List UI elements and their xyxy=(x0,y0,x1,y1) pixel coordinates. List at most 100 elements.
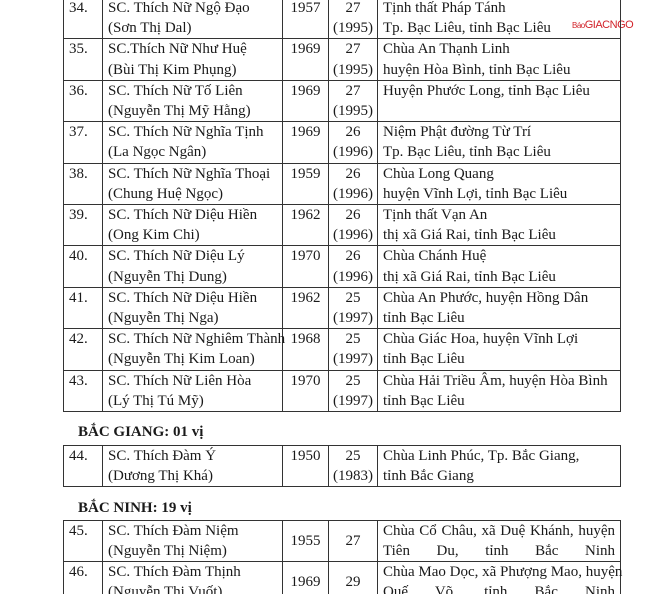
ordination-cell: 26 (1996) xyxy=(328,121,378,164)
ordination-year: (1996) xyxy=(333,185,373,202)
years-count: 25 xyxy=(345,331,361,348)
ordination-cell: 26 (1996) xyxy=(328,204,378,247)
ordination-year: (1996) xyxy=(333,268,373,285)
lay-name: (Nguyễn Thị Nga) xyxy=(108,310,219,327)
years-count: 27 xyxy=(345,533,361,549)
temple-line-2: tỉnh Bạc Liêu xyxy=(383,351,465,368)
row-number-cell: 36. xyxy=(63,79,103,123)
name-cell: SC. Thích Nữ Diệu Hiền (Nguyễn Thị Nga) xyxy=(102,286,283,330)
ordination-year: (1996) xyxy=(333,144,373,161)
years-count: 26 xyxy=(345,248,361,265)
row-number: 38. xyxy=(69,165,88,182)
birth-year-cell: 1959 xyxy=(282,162,329,206)
temple-address-cell: Chùa An Phước, huyện Hồng Dân tỉnh Bạc Li… xyxy=(377,286,621,330)
lay-name: (Chung Huệ Ngọc) xyxy=(108,185,223,202)
birth-year: 1950 xyxy=(290,448,321,464)
lay-name: (Sơn Thị Dal) xyxy=(108,20,192,37)
birth-year: 1955 xyxy=(290,533,321,549)
years-count: 25 xyxy=(345,448,361,464)
lay-name: (Ong Kim Chi) xyxy=(108,227,200,244)
years-count: 27 xyxy=(345,0,361,16)
temple-line-1: Chùa Mao Dọc, xã Phượng Mao, huyện xyxy=(383,564,623,580)
dharma-name: SC. Thích Đàm Niệm xyxy=(108,523,239,539)
dharma-name: SC. Thích Đàm Thịnh xyxy=(108,564,241,580)
ordination-year: (1996) xyxy=(333,227,373,244)
lay-name: (Nguyễn Thị Mỹ Hằng) xyxy=(108,103,251,120)
name-cell: SC.Thích Nữ Như Huệ (Bùi Thị Kim Phụng) xyxy=(102,38,283,81)
dharma-name: SC.Thích Nữ Như Huệ xyxy=(108,41,247,58)
birth-year: 1968 xyxy=(290,331,321,348)
row-number-cell: 42. xyxy=(63,328,103,371)
temple-line-1: Chùa Hải Triều Âm, huyện Hòa Bình xyxy=(383,372,608,389)
temple-line-1: Tịnh thất Vạn An xyxy=(383,207,488,224)
birth-year-cell: 1950 xyxy=(282,444,329,488)
table-row: 44. SC. Thích Đàm Ý (Dương Thị Khá) 1950 25 (… xyxy=(63,444,621,488)
birth-year-cell: 1970 xyxy=(282,369,329,413)
row-number-cell: 44. xyxy=(63,444,103,488)
birth-year: 1969 xyxy=(290,41,321,58)
lay-name: (Lý Thị Tú Mỹ) xyxy=(108,392,204,409)
dharma-name: SC. Thích Nữ Diệu Hiền xyxy=(108,289,258,306)
row-number: 39. xyxy=(69,207,88,224)
temple-address-cell: Chùa Long Quang huyện Vĩnh Lợi, tỉnh Bạc … xyxy=(377,162,621,206)
ordination-year: (1997) xyxy=(333,392,373,409)
ordination-year: (1995) xyxy=(333,61,373,78)
dharma-name: SC. Thích Nữ Ngộ Đạo xyxy=(108,0,250,16)
dharma-name: SC. Thích Nữ Nghĩa Thoại xyxy=(108,165,271,182)
bac-lieu-table: 34. SC. Thích Nữ Ngộ Đạo (Sơn Thị Dal) 1957… xyxy=(63,0,621,413)
ordination-year: (1995) xyxy=(333,103,373,120)
row-number-cell: 38. xyxy=(63,162,103,206)
name-cell: SC. Thích Đàm Niệm (Nguyễn Thị Niệm) xyxy=(102,520,283,562)
years-count: 27 xyxy=(345,82,361,99)
birth-year: 1959 xyxy=(290,165,321,182)
name-cell: SC. Thích Nữ Nghĩa Thoại (Chung Huệ Ngọc) xyxy=(102,162,283,206)
temple-line-1: Chùa An Thạnh Linh xyxy=(383,41,510,58)
birth-year-cell: 1957 xyxy=(282,0,329,40)
name-cell: SC. Thích Đàm Ý (Dương Thị Khá) xyxy=(102,444,283,488)
row-number: 34. xyxy=(69,0,88,16)
temple-address-cell: Chùa Mao Dọc, xã Phượng Mao, huyện Quế Võ… xyxy=(377,561,623,594)
ordination-cell: 26 (1996) xyxy=(328,245,378,288)
row-number: 45. xyxy=(69,523,88,539)
ordination-cell: 25 (1997) xyxy=(328,369,378,413)
lay-name: (Dương Thị Khá) xyxy=(108,468,213,485)
row-number: 37. xyxy=(69,124,88,141)
temple-address-cell: Chùa Linh Phúc, Tp. Bắc Giang, tỉnh Bắc G… xyxy=(377,444,621,488)
section-heading-bac-ninh: BẮC NINH: 19 vị xyxy=(78,500,192,516)
years-count: 26 xyxy=(345,165,361,182)
bac-giang-table: 44. SC. Thích Đàm Ý (Dương Thị Khá) 1950 25 (… xyxy=(63,444,621,488)
temple-address-cell: Chùa Chánh Huệ thị xã Giá Rai, tỉnh Bạc L… xyxy=(377,245,621,288)
ordination-cell: 27 (1995) xyxy=(328,38,378,81)
temple-line-1: Chùa Long Quang xyxy=(383,165,494,182)
temple-line-2: tỉnh Bạc Liêu xyxy=(383,310,465,327)
temple-line-2: Tp. Bạc Liêu, tỉnh Bạc Liêu xyxy=(383,144,551,161)
lay-name: (Nguyễn Thị Niệm) xyxy=(108,543,227,559)
bac-ninh-table: 45. SC. Thích Đàm Niệm (Nguyễn Thị Niệm) 19… xyxy=(63,520,623,594)
dharma-name: SC. Thích Nữ Nghiêm Thành xyxy=(108,331,286,348)
dharma-name: SC. Thích Nữ Diệu Hiền xyxy=(108,207,258,224)
temple-address-cell: Tịnh thất Pháp Tánh Tp. Bạc Liêu, tỉnh Bạ… xyxy=(377,0,621,40)
row-number: 46. xyxy=(69,564,88,580)
birth-year: 1969 xyxy=(290,124,321,141)
table-row: 45. SC. Thích Đàm Niệm (Nguyễn Thị Niệm) 19… xyxy=(63,520,621,562)
ordination-cell: 29 xyxy=(328,561,378,594)
row-number: 42. xyxy=(69,331,88,348)
temple-line-1: Huyện Phước Long, tỉnh Bạc Liêu xyxy=(383,82,590,99)
name-cell: SC. Thích Nữ Ngộ Đạo (Sơn Thị Dal) xyxy=(102,0,283,40)
temple-line-1: Tịnh thất Pháp Tánh xyxy=(383,0,506,16)
birth-year-cell: 1968 xyxy=(282,328,329,371)
ordination-cell: 27 xyxy=(328,520,378,562)
ordination-cell: 26 (1996) xyxy=(328,162,378,206)
dharma-name: SC. Thích Đàm Ý xyxy=(108,448,217,464)
row-number: 40. xyxy=(69,248,88,265)
birth-year: 1969 xyxy=(290,574,321,590)
temple-line-1: Chùa An Phước, huyện Hồng Dân xyxy=(383,289,589,306)
ordination-cell: 27 (1995) xyxy=(328,0,378,40)
row-number-cell: 46. xyxy=(63,561,103,594)
birth-year-cell: 1970 xyxy=(282,245,329,288)
birth-year: 1962 xyxy=(290,207,321,224)
years-count: 27 xyxy=(345,41,361,58)
temple-line-1: Niệm Phật đường Từ Trí xyxy=(383,124,532,141)
ordination-year: (1995) xyxy=(333,20,373,37)
